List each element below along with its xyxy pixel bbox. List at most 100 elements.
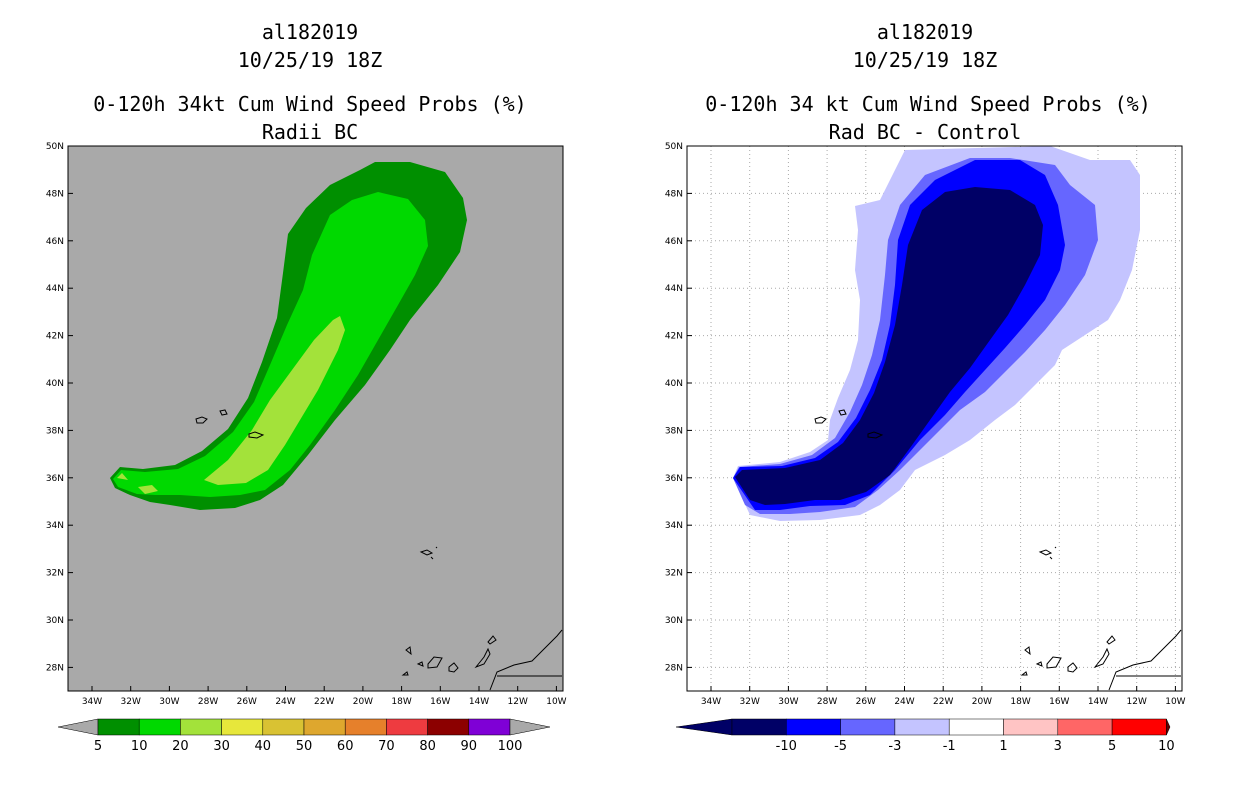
right-lon-label: 26W <box>856 697 876 707</box>
left-lat-label: 40N <box>46 379 64 389</box>
colorbar-swatch <box>262 718 305 736</box>
colorbar-swatch <box>1057 718 1113 736</box>
colorbar-label: 5 <box>1108 739 1116 754</box>
left-lon-label: 12W <box>508 697 528 707</box>
right-lat-label: 48N <box>665 189 683 199</box>
colorbar-right-arrow <box>1166 718 1171 736</box>
left-map: 50N 48N 46N 44N 42N 40N 38N 36N 34N 32N 30N 28N 34W… <box>46 142 567 707</box>
colorbar-swatch <box>1003 718 1059 736</box>
colorbar-swatch <box>221 718 264 736</box>
left-lat-label: 34N <box>46 521 64 531</box>
right-lon-label: 22W <box>933 697 953 707</box>
left-contour-20 <box>117 316 345 494</box>
left-lon-label: 14W <box>469 697 489 707</box>
left-lat-label: 44N <box>46 284 64 294</box>
left-lat-label: 36N <box>46 474 64 484</box>
right-map-frame <box>686 145 1183 692</box>
right-lat-label: 30N <box>665 616 683 626</box>
right-lat-label: 34N <box>665 521 683 531</box>
right-lon-label: 10W <box>1165 697 1185 707</box>
colorbar-left-arrow <box>675 718 733 736</box>
left-lon-label: 16W <box>430 697 450 707</box>
right-title: 0-120h 34 kt Cum Wind Speed Probs (%) <box>705 92 1151 116</box>
colorbar-swatch <box>786 718 841 736</box>
colorbar-swatch <box>840 718 896 736</box>
left-lat-label: 50N <box>46 142 64 152</box>
colorbar-swatch <box>468 718 511 736</box>
colorbar-swatch <box>948 718 1004 736</box>
colorbar-swatch <box>894 718 950 736</box>
colorbar-label: 70 <box>378 739 395 754</box>
colorbar-label: 10 <box>1158 739 1175 754</box>
right-lon-label: 34W <box>701 697 721 707</box>
left-lon-label: 20W <box>353 697 373 707</box>
left-lat-label: 48N <box>46 189 64 199</box>
right-lon-label: 20W <box>972 697 992 707</box>
right-lon-label: 28W <box>817 697 837 707</box>
colorbar-label: 3 <box>1054 739 1062 754</box>
left-datetime: 10/25/19 18Z <box>237 48 383 72</box>
right-lat-label: 46N <box>665 237 683 247</box>
left-lat-label: 32N <box>46 569 64 579</box>
colorbar-swatch <box>303 718 346 736</box>
colorbar-left-arrow <box>57 718 99 736</box>
right-lon-label: 32W <box>740 697 760 707</box>
right-lat-label: 38N <box>665 426 683 436</box>
right-lon-label: 30W <box>778 697 798 707</box>
right-lat-label: 36N <box>665 474 683 484</box>
left-map-frame <box>67 145 564 692</box>
right-lat-label: 42N <box>665 332 683 342</box>
right-lon-label: 14W <box>1088 697 1108 707</box>
left-contour-10 <box>113 192 428 497</box>
left-lon-label: 22W <box>314 697 334 707</box>
left-lon-label: 24W <box>275 697 295 707</box>
left-lat-label: 42N <box>46 332 64 342</box>
right-lon-label: 16W <box>1049 697 1069 707</box>
colorbar-swatch <box>386 718 428 736</box>
colorbar-label: -1 <box>943 739 956 754</box>
right-lon-label: 24W <box>894 697 914 707</box>
right-lat-label: 28N <box>665 663 683 673</box>
colorbar-label: 90 <box>461 739 478 754</box>
colorbar-label: 5 <box>94 739 102 754</box>
right-lon-label: 12W <box>1127 697 1147 707</box>
left-lon-label: 34W <box>82 697 102 707</box>
right-lat-label: 44N <box>665 284 683 294</box>
colorbar-swatch <box>180 718 222 736</box>
right-colorbar: -10 -5 -3 -1 1 3 5 10 <box>675 718 1175 754</box>
colorbar-swatch <box>344 718 387 736</box>
colorbar-swatch <box>97 718 140 736</box>
left-lon-label: 28W <box>198 697 218 707</box>
left-lat-label: 28N <box>46 663 64 673</box>
left-storm-id: al182019 <box>261 20 359 44</box>
colorbar-swatch <box>427 718 470 736</box>
left-lon-label: 26W <box>237 697 257 707</box>
left-colorbar: 5 10 20 30 40 50 60 70 80 90 100 <box>57 718 551 754</box>
left-lon-label: 18W <box>391 697 411 707</box>
colorbar-label: -5 <box>834 739 847 754</box>
colorbar-label: 40 <box>255 739 272 754</box>
colorbar-swatch <box>138 718 181 736</box>
colorbar-label: 1 <box>999 739 1007 754</box>
colorbar-label: 60 <box>337 739 354 754</box>
right-lon-label: 18W <box>1010 697 1030 707</box>
left-lon-label: 10W <box>546 697 566 707</box>
colorbar-label: 80 <box>419 739 436 754</box>
colorbar-label: -10 <box>776 739 797 754</box>
right-datetime: 10/25/19 18Z <box>852 48 998 72</box>
colorbar-label: -3 <box>888 739 901 754</box>
left-lat-label: 38N <box>46 426 64 436</box>
right-lat-label: 40N <box>665 379 683 389</box>
left-lon-label: 32W <box>121 697 141 707</box>
left-title: 0-120h 34kt Cum Wind Speed Probs (%) <box>93 92 527 116</box>
colorbar-swatch <box>731 718 787 736</box>
left-lat-label: 30N <box>46 616 64 626</box>
right-map: 50N 48N 46N 44N 42N 40N 38N 36N 34N 32N 30N 28N 34W… <box>665 142 1186 707</box>
colorbar-label: 20 <box>172 739 189 754</box>
left-lat-label: 46N <box>46 237 64 247</box>
right-subtitle: Rad BC - Control <box>828 120 1022 144</box>
colorbar-swatch <box>1111 718 1167 736</box>
colorbar-label: 100 <box>498 739 523 754</box>
colorbar-label: 30 <box>213 739 230 754</box>
